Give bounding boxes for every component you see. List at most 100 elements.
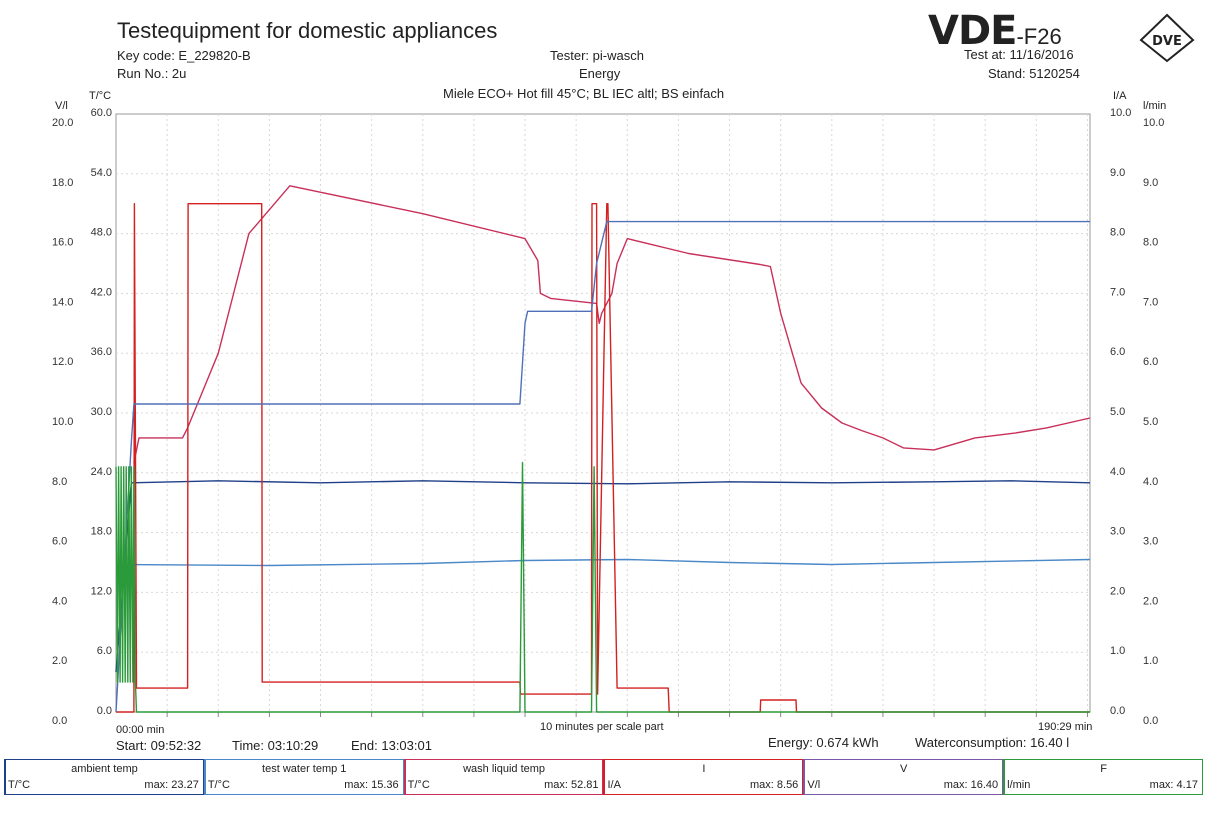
program-description: Miele ECO+ Hot fill 45°C; BL IEC altl; B…	[443, 86, 725, 101]
start-time: Start: 09:52:32	[116, 738, 202, 753]
vde-logo: VDE-F26	[928, 8, 1062, 54]
f-axis-tick-label: 4.0	[1143, 476, 1158, 488]
f-axis-tick-label: 3.0	[1143, 536, 1158, 548]
v-axis-tick-label: 10.0	[52, 416, 73, 428]
duration: Time: 03:10:29	[232, 738, 319, 753]
f-axis-tick-label: 2.0	[1143, 595, 1158, 607]
v-axis-tick-label: 4.0	[52, 595, 67, 607]
series-line-test-water-temp-1	[115, 558, 1091, 567]
legend-cell-wash-liquid-temp: wash liquid temp T/°C max: 52.81	[403, 759, 604, 795]
t-axis-tick-label: 0.0	[97, 705, 112, 717]
legend-max: max: 16.40	[943, 779, 999, 791]
t-axis-tick-label: 6.0	[97, 645, 112, 657]
legend-cell-test-water-temp: test water temp 1 T/°C max: 15.36	[203, 759, 404, 795]
i-axis-tick-label: 1.0	[1110, 645, 1125, 657]
i-axis-tick-label: 6.0	[1110, 346, 1125, 358]
t-axis-tick-label: 24.0	[91, 466, 112, 478]
i-axis-tick-label: 0.0	[1110, 705, 1125, 717]
f-axis-tick-label: 10.0	[1143, 117, 1164, 129]
axis-tick-labels: 20.0 18.0 16.0 14.0 12.0 10.0 8.0 6.0 4.0 2.0 0.0 6…	[52, 107, 1164, 727]
legend-max: max: 23.27	[144, 779, 199, 791]
i-axis-tick-label: 8.0	[1110, 227, 1125, 239]
vde-logo-text: VDE	[928, 8, 1017, 54]
legend-unit: T/°C	[8, 779, 31, 791]
v-axis-unit: V/l	[55, 100, 68, 112]
legend-table: ambient temp T/°C max: 23.27 test water …	[4, 759, 1203, 795]
f-axis-tick-label: 7.0	[1143, 296, 1158, 308]
i-axis-tick-label: 9.0	[1110, 167, 1125, 179]
f-axis-tick-label: 9.0	[1143, 177, 1158, 189]
legend-unit: I/A	[607, 779, 621, 791]
i-axis-unit: I/A	[1113, 90, 1127, 102]
vde-mark-icon: DVE	[1139, 13, 1195, 63]
v-axis-tick-label: 2.0	[52, 655, 67, 667]
vde-logo-suffix: -F26	[1016, 24, 1062, 49]
v-axis-tick-label: 14.0	[52, 296, 73, 308]
t-axis-tick-label: 42.0	[91, 286, 112, 298]
series-line-i	[116, 203, 1090, 713]
series-line-ambient-temp	[115, 480, 1091, 673]
legend-cell-flow: F l/min max: 4.17	[1003, 759, 1203, 795]
i-axis-tick-label: 3.0	[1110, 526, 1125, 538]
run-no: Run No.: 2u	[117, 66, 187, 81]
water-consumption: Waterconsumption: 16.40 l	[915, 735, 1070, 750]
t-axis-tick-label: 36.0	[91, 346, 112, 358]
i-axis-tick-label: 5.0	[1110, 406, 1125, 418]
legend-unit: l/min	[1007, 779, 1031, 791]
legend-name: V	[900, 763, 908, 775]
i-axis-tick-label: 7.0	[1110, 286, 1125, 298]
energy-consumption: Energy: 0.674 kWh	[768, 735, 879, 750]
legend-name: F	[1100, 763, 1107, 775]
legend-name: I	[702, 763, 706, 775]
legend-max: max: 52.81	[544, 779, 599, 791]
chart-title: Testequipment for domestic appliances	[117, 18, 498, 43]
f-axis-tick-label: 6.0	[1143, 356, 1158, 368]
legend-max: max: 8.56	[750, 779, 799, 791]
t-axis-tick-label: 12.0	[91, 585, 112, 597]
stand-number: Stand: 5120254	[988, 66, 1080, 81]
t-axis-unit: T/°C	[89, 90, 112, 102]
legend-cell-current: I I/A max: 8.56	[603, 759, 804, 795]
v-axis-tick-label: 8.0	[52, 476, 67, 488]
v-axis-tick-label: 16.0	[52, 237, 73, 249]
x-axis-start: 00:00 min	[116, 724, 165, 736]
legend-cell-ambient-temp: ambient temp T/°C max: 23.27	[4, 759, 204, 795]
t-axis-tick-label: 30.0	[91, 406, 112, 418]
f-axis-tick-label: 1.0	[1143, 655, 1158, 667]
x-axis-scale: 10 minutes per scale part	[540, 721, 664, 733]
v-axis-tick-label: 6.0	[52, 536, 67, 548]
i-axis-tick-label: 4.0	[1110, 466, 1125, 478]
v-axis-tick-label: 12.0	[52, 356, 73, 368]
legend-unit: T/°C	[207, 779, 230, 791]
series-line-wash-liquid-temp	[133, 185, 1091, 463]
f-axis-tick-label: 0.0	[1143, 715, 1158, 727]
series-line-f	[115, 461, 1090, 713]
vde-mark-text: DVE	[1152, 34, 1182, 49]
legend-name: ambient temp	[71, 763, 138, 775]
i-axis-tick-label: 2.0	[1110, 585, 1125, 597]
legend-name: wash liquid temp	[463, 763, 546, 775]
chart-series	[115, 185, 1091, 713]
end-time: End: 13:03:01	[351, 738, 432, 753]
legend-max: max: 4.17	[1149, 779, 1198, 791]
legend-max: max: 15.36	[344, 779, 399, 791]
v-axis-tick-label: 0.0	[52, 715, 67, 727]
mode: Energy	[579, 66, 621, 81]
f-axis-unit: l/min	[1143, 100, 1167, 112]
f-axis-tick-label: 8.0	[1143, 237, 1158, 249]
i-axis-tick-label: 10.0	[1110, 107, 1131, 119]
test-date: Test at: 11/16/2016	[964, 47, 1074, 62]
legend-unit: V/l	[807, 779, 821, 791]
t-axis-tick-label: 18.0	[91, 526, 112, 538]
series-line-v	[115, 220, 1090, 713]
v-axis-tick-label: 20.0	[52, 117, 73, 129]
legend-unit: T/°C	[407, 779, 430, 791]
t-axis-tick-label: 54.0	[91, 167, 112, 179]
chart-grid	[115, 113, 1091, 717]
t-axis-tick-label: 60.0	[91, 107, 112, 119]
v-axis-tick-label: 18.0	[52, 177, 73, 189]
key-code: Key code: E_229820-B	[117, 48, 251, 63]
f-axis-tick-label: 5.0	[1143, 416, 1158, 428]
x-axis-end: 190:29 min	[1038, 721, 1093, 733]
